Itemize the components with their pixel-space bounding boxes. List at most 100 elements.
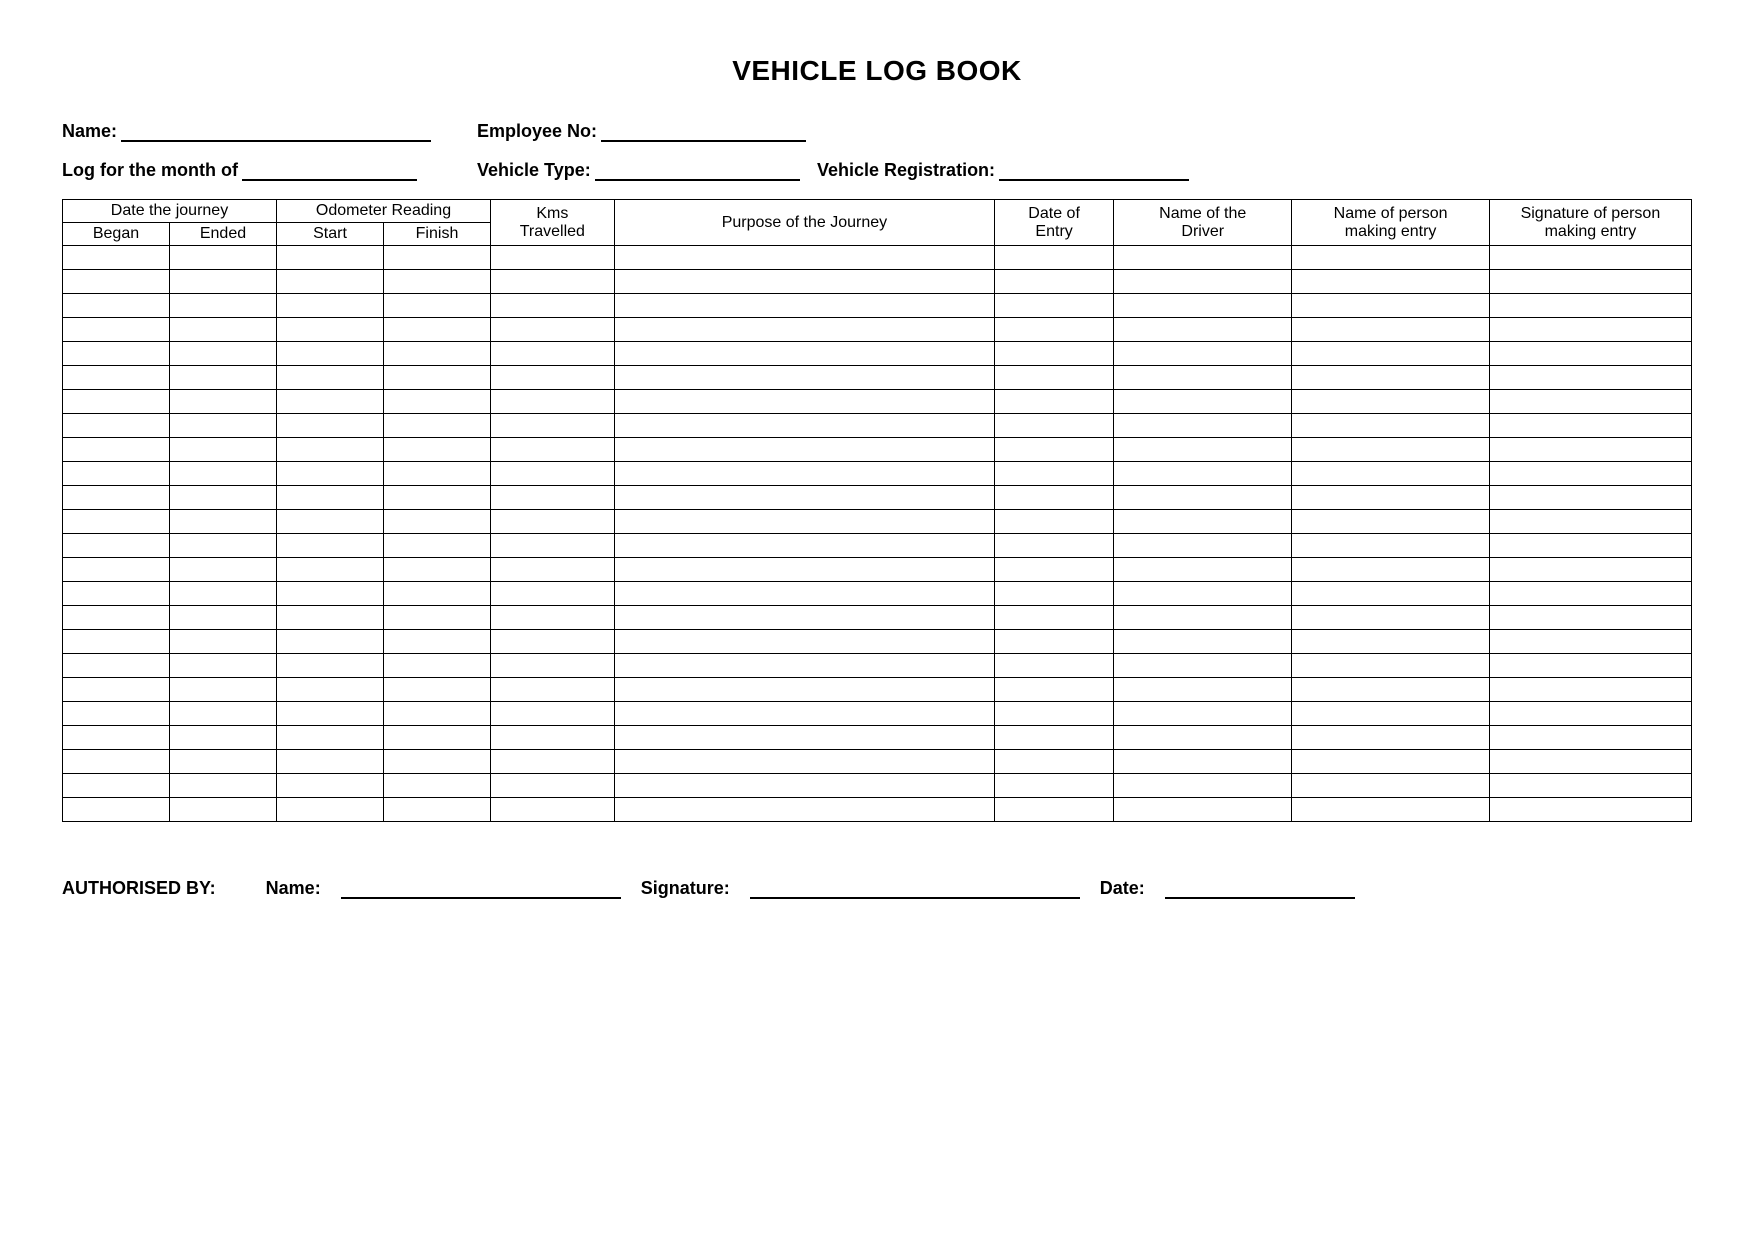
table-cell[interactable] (63, 798, 170, 822)
table-cell[interactable] (63, 342, 170, 366)
table-cell[interactable] (63, 726, 170, 750)
table-cell[interactable] (1489, 246, 1691, 270)
footer-name-line[interactable] (341, 881, 621, 899)
table-cell[interactable] (1489, 486, 1691, 510)
table-cell[interactable] (384, 534, 491, 558)
table-cell[interactable] (1489, 270, 1691, 294)
table-cell[interactable] (491, 654, 615, 678)
table-cell[interactable] (614, 702, 995, 726)
table-cell[interactable] (491, 702, 615, 726)
table-cell[interactable] (63, 318, 170, 342)
table-cell[interactable] (491, 270, 615, 294)
table-cell[interactable] (1114, 294, 1292, 318)
table-cell[interactable] (1489, 654, 1691, 678)
table-cell[interactable] (995, 414, 1114, 438)
table-cell[interactable] (1114, 462, 1292, 486)
table-cell[interactable] (995, 558, 1114, 582)
table-cell[interactable] (1292, 774, 1489, 798)
table-cell[interactable] (170, 606, 277, 630)
table-cell[interactable] (63, 438, 170, 462)
table-cell[interactable] (491, 630, 615, 654)
table-cell[interactable] (995, 702, 1114, 726)
table-cell[interactable] (614, 558, 995, 582)
table-cell[interactable] (614, 462, 995, 486)
table-cell[interactable] (384, 342, 491, 366)
table-cell[interactable] (491, 342, 615, 366)
table-cell[interactable] (384, 558, 491, 582)
table-cell[interactable] (614, 582, 995, 606)
table-cell[interactable] (277, 558, 384, 582)
vehicle-type-input-line[interactable] (595, 163, 800, 181)
table-cell[interactable] (995, 438, 1114, 462)
table-cell[interactable] (1292, 654, 1489, 678)
table-cell[interactable] (1114, 486, 1292, 510)
table-cell[interactable] (1292, 726, 1489, 750)
table-cell[interactable] (995, 510, 1114, 534)
table-cell[interactable] (63, 462, 170, 486)
table-cell[interactable] (1292, 414, 1489, 438)
footer-date-line[interactable] (1165, 881, 1355, 899)
table-cell[interactable] (614, 270, 995, 294)
table-cell[interactable] (1292, 630, 1489, 654)
table-cell[interactable] (1114, 654, 1292, 678)
table-cell[interactable] (1114, 246, 1292, 270)
table-cell[interactable] (1292, 558, 1489, 582)
table-cell[interactable] (1114, 678, 1292, 702)
table-cell[interactable] (1292, 246, 1489, 270)
table-cell[interactable] (384, 774, 491, 798)
table-cell[interactable] (614, 534, 995, 558)
table-cell[interactable] (1489, 750, 1691, 774)
table-cell[interactable] (384, 438, 491, 462)
table-cell[interactable] (1489, 510, 1691, 534)
table-cell[interactable] (277, 654, 384, 678)
table-cell[interactable] (63, 702, 170, 726)
table-cell[interactable] (491, 294, 615, 318)
table-cell[interactable] (491, 318, 615, 342)
table-cell[interactable] (491, 486, 615, 510)
table-cell[interactable] (170, 486, 277, 510)
table-cell[interactable] (614, 294, 995, 318)
table-cell[interactable] (614, 414, 995, 438)
table-cell[interactable] (384, 726, 491, 750)
table-cell[interactable] (277, 486, 384, 510)
table-cell[interactable] (170, 654, 277, 678)
table-cell[interactable] (277, 318, 384, 342)
table-cell[interactable] (995, 390, 1114, 414)
table-cell[interactable] (1489, 702, 1691, 726)
table-cell[interactable] (63, 582, 170, 606)
table-cell[interactable] (995, 534, 1114, 558)
table-cell[interactable] (1292, 366, 1489, 390)
table-cell[interactable] (1114, 558, 1292, 582)
table-cell[interactable] (170, 414, 277, 438)
table-cell[interactable] (995, 342, 1114, 366)
table-cell[interactable] (384, 606, 491, 630)
table-cell[interactable] (1114, 414, 1292, 438)
table-cell[interactable] (1292, 342, 1489, 366)
table-cell[interactable] (995, 486, 1114, 510)
table-cell[interactable] (614, 654, 995, 678)
table-cell[interactable] (1489, 606, 1691, 630)
table-cell[interactable] (170, 510, 277, 534)
table-cell[interactable] (384, 750, 491, 774)
table-cell[interactable] (1292, 510, 1489, 534)
table-cell[interactable] (614, 774, 995, 798)
employee-no-input-line[interactable] (601, 124, 806, 142)
table-cell[interactable] (277, 390, 384, 414)
table-cell[interactable] (1489, 294, 1691, 318)
table-cell[interactable] (384, 366, 491, 390)
table-cell[interactable] (1114, 342, 1292, 366)
table-cell[interactable] (995, 318, 1114, 342)
table-cell[interactable] (1114, 390, 1292, 414)
table-cell[interactable] (170, 774, 277, 798)
table-cell[interactable] (1114, 630, 1292, 654)
table-cell[interactable] (614, 510, 995, 534)
table-cell[interactable] (614, 246, 995, 270)
table-cell[interactable] (384, 630, 491, 654)
table-cell[interactable] (384, 486, 491, 510)
table-cell[interactable] (614, 318, 995, 342)
table-cell[interactable] (1292, 318, 1489, 342)
table-cell[interactable] (491, 726, 615, 750)
table-cell[interactable] (170, 342, 277, 366)
table-cell[interactable] (614, 678, 995, 702)
table-cell[interactable] (614, 750, 995, 774)
